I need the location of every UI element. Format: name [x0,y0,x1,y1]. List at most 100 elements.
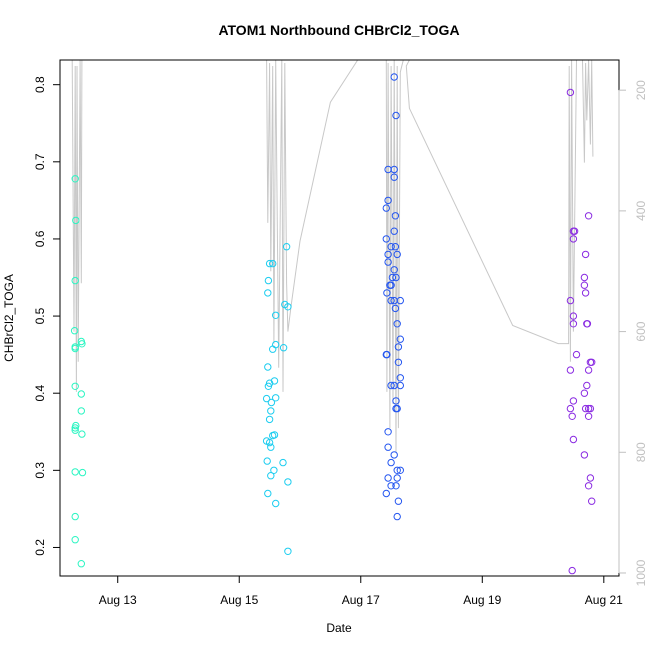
data-point [77,407,86,415]
data-point [393,250,401,259]
data-point [272,499,280,508]
data-point [264,489,272,498]
data-point [394,497,403,505]
data-point [393,512,401,521]
data-point [387,296,395,305]
data-point [394,358,403,366]
y-tick-label: 0.6 [33,230,47,247]
data-point [396,381,404,390]
x-tick-label: Aug 19 [463,593,501,607]
x-tick-label: Aug 13 [99,593,137,607]
y-right-tick-label: 1000 [634,559,648,586]
data-point [390,451,398,459]
chart-title: ATOM1 Northbound CHBrCl2_TOGA [218,22,459,38]
data-point [384,250,392,259]
data-point [393,320,401,328]
data-point [263,457,271,465]
data-point [383,350,391,359]
plot-frame [59,59,620,577]
profile-line [60,60,594,453]
data-point [396,296,404,305]
profile-line-layer [60,60,594,453]
data-point [584,412,593,420]
data-point [272,311,280,319]
data-point [284,547,292,555]
y-axis-label: CHBrCl2_TOGA [2,274,16,362]
data-point [264,363,272,371]
data-point [279,458,287,467]
data-point [569,312,578,320]
data-point [584,212,593,220]
data-point [269,259,277,268]
data-point [396,335,404,343]
data-point [78,430,86,438]
data-point [566,88,575,97]
data-point [396,466,404,474]
data-point [392,482,400,490]
data-point [270,466,278,474]
data-point [390,73,398,81]
data-point [390,266,398,274]
data-point [269,431,277,440]
data-point [391,243,400,251]
data-point [78,468,87,477]
data-point [267,398,276,407]
series-3 [382,73,404,521]
y-tick-label: 0.4 [33,385,47,402]
x-tick-label: Aug 15 [220,593,258,607]
data-point [581,250,590,259]
data-point [568,412,576,420]
data-point [279,344,288,352]
data-point [71,276,79,285]
data-point [383,289,391,297]
data-point [584,482,593,490]
scatter-points-layer [70,73,596,575]
data-point [392,397,400,405]
data-point [71,175,79,183]
data-point [382,489,390,498]
y-tick-label: 0.8 [33,76,47,93]
data-point [566,366,575,374]
data-point [71,424,79,432]
y-right-tick-label: 200 [634,80,648,100]
data-point [388,273,397,282]
x-tick-label: Aug 21 [585,593,623,607]
data-point [269,345,277,353]
data-point [566,404,575,413]
data-point [284,478,292,486]
data-point [569,397,578,405]
series-2 [262,243,292,555]
data-point [569,435,578,444]
data-point [569,235,578,243]
data-point [384,258,392,266]
data-point [386,281,394,289]
data-point [284,303,292,311]
data-point [580,389,589,397]
x-axis-label: Date [326,621,352,635]
data-point [568,566,576,575]
data-point [71,382,79,390]
data-point [282,243,291,251]
data-point [267,472,275,480]
data-point [390,165,398,174]
data-point [384,196,392,205]
data-point [78,340,86,348]
data-point [71,426,79,434]
y-axis-left: 0.2 0.3 0.4 0.5 0.6 0.7 0.8 [33,76,61,556]
y-right-tick-label: 600 [634,321,648,341]
data-point [267,443,275,451]
data-point [581,404,590,413]
data-point [384,443,392,451]
data-point [264,289,272,297]
data-point [382,235,390,243]
data-point [580,273,589,282]
data-point [391,212,400,220]
data-point [396,374,404,382]
y-right-tick-label: 800 [634,442,648,462]
data-point [265,415,274,424]
data-point [264,382,273,390]
data-point [570,227,579,235]
data-point [583,381,591,390]
data-point [265,438,274,447]
data-point [267,407,275,415]
